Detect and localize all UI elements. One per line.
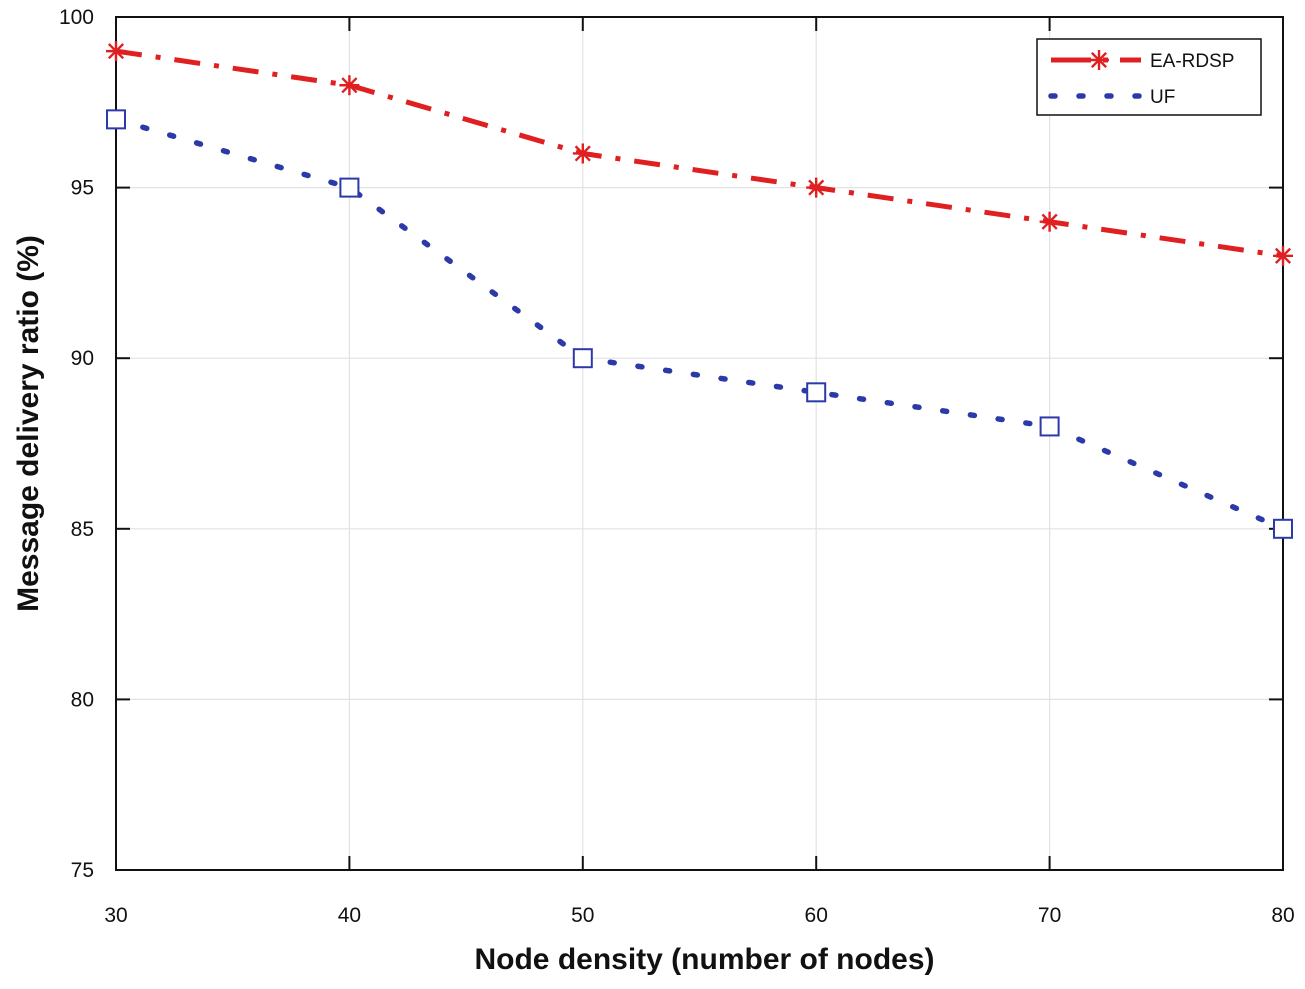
- series-marker-asterisk: [1089, 50, 1109, 70]
- grid: [115, 16, 1284, 871]
- y-tick-label: 80: [71, 688, 94, 711]
- series-line-ea-rdsp: [115, 48, 1284, 259]
- legend-label: UF: [1150, 87, 1175, 108]
- y-axis-tick-labels: 75 80 85 90 95 100: [59, 6, 94, 882]
- y-tick-label: 90: [71, 347, 94, 370]
- legend: EA-RDSP UF: [1036, 38, 1262, 116]
- series-marker-asterisk: [572, 143, 593, 164]
- series-marker-asterisk: [1039, 211, 1060, 232]
- series-group: [106, 41, 1293, 539]
- y-tick-label: 75: [71, 859, 94, 882]
- plot-area-frame: [115, 16, 1284, 871]
- series-marker-asterisk: [806, 177, 827, 198]
- series-line-uf: [113, 116, 1286, 532]
- y-axis-title: Message delivery ratio (%): [12, 235, 45, 612]
- series-marker-square: [1273, 518, 1293, 539]
- y-tick-label: 100: [59, 6, 94, 29]
- series-marker-asterisk: [1273, 245, 1293, 266]
- x-axis-tick-labels: 30 40 50 60 70 80: [104, 904, 1294, 927]
- legend-label: EA-RDSP: [1150, 51, 1234, 72]
- series-marker-asterisk: [339, 75, 360, 96]
- y-tick-label: 95: [71, 177, 94, 200]
- x-tick-label: 50: [571, 904, 594, 927]
- series-marker-square: [1039, 416, 1060, 437]
- x-tick-label: 70: [1038, 904, 1061, 927]
- x-axis-title: Node density (number of nodes): [474, 943, 934, 976]
- series-marker-asterisk: [106, 41, 126, 62]
- series-marker-square: [572, 348, 593, 369]
- x-tick-label: 40: [338, 904, 361, 927]
- legend-box: [1036, 38, 1262, 116]
- x-tick-label: 60: [805, 904, 828, 927]
- axis-ticks: [115, 16, 1284, 871]
- series-marker-square: [806, 382, 827, 403]
- x-tick-label: 80: [1271, 904, 1294, 927]
- y-tick-label: 85: [71, 518, 94, 541]
- x-tick-label: 30: [104, 904, 127, 927]
- series-marker-square: [106, 109, 126, 130]
- series-marker-square: [339, 177, 360, 198]
